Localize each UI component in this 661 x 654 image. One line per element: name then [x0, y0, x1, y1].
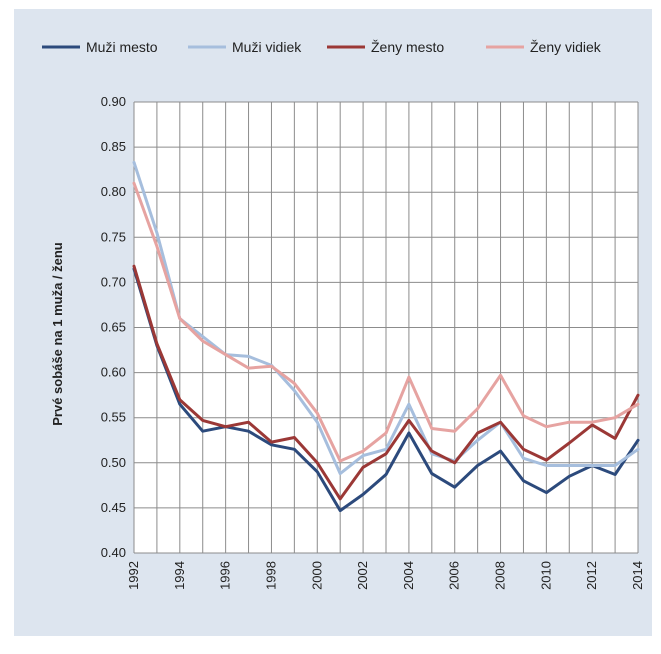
legend-label: Ženy mesto — [371, 39, 444, 55]
y-tick-label: 0.55 — [101, 410, 126, 425]
legend-label: Ženy vidiek — [530, 39, 602, 55]
y-tick-label: 0.40 — [101, 545, 126, 560]
x-tick-label: 1994 — [172, 561, 187, 590]
x-tick-label: 1996 — [218, 561, 233, 590]
legend-label: Muži vidiek — [232, 39, 302, 55]
x-tick-label: 2008 — [493, 561, 508, 590]
y-tick-label: 0.75 — [101, 229, 126, 244]
line-chart: Muži mesto Muži vidiek Ženy mesto Ženy vidi… — [42, 39, 645, 590]
y-tick-label: 0.80 — [101, 184, 126, 199]
x-tick-label: 1992 — [126, 561, 141, 590]
series-line — [132, 264, 640, 501]
series-lines — [132, 160, 640, 513]
x-tick-label: 2012 — [584, 561, 599, 590]
chart-panel: Muži mesto Muži vidiek Ženy mesto Ženy vidi… — [14, 9, 652, 636]
x-tick-label: 2004 — [401, 561, 416, 590]
y-tick-label: 0.60 — [101, 365, 126, 380]
y-tick-label: 0.70 — [101, 274, 126, 289]
legend-label: Muži mesto — [86, 39, 158, 55]
y-tick-label: 0.50 — [101, 455, 126, 470]
x-tick-label: 2002 — [355, 561, 370, 590]
series-line — [132, 181, 640, 463]
x-axis: 1992 1994 1996 1998 2000 2002 2004 2006 2008 2010… — [126, 561, 645, 590]
x-tick-label: 2000 — [309, 561, 324, 590]
series-line — [132, 267, 640, 513]
y-tick-label: 0.65 — [101, 320, 126, 335]
x-tick-label: 2014 — [630, 561, 645, 590]
y-tick-label: 0.45 — [101, 500, 126, 515]
y-axis: 0.40 0.45 0.50 0.55 0.60 0.65 0.70 0.75 0.80 0.85… — [101, 94, 126, 560]
legend: Muži mesto Muži vidiek Ženy mesto Ženy vidi… — [42, 39, 602, 55]
y-tick-label: 0.85 — [101, 139, 126, 154]
y-tick-label: 0.90 — [101, 94, 126, 109]
x-tick-label: 1998 — [263, 561, 278, 590]
x-tick-label: 2006 — [447, 561, 462, 590]
y-axis-label: Prvé sobáše na 1 muža / ženu — [50, 242, 65, 426]
x-tick-label: 2010 — [538, 561, 553, 590]
